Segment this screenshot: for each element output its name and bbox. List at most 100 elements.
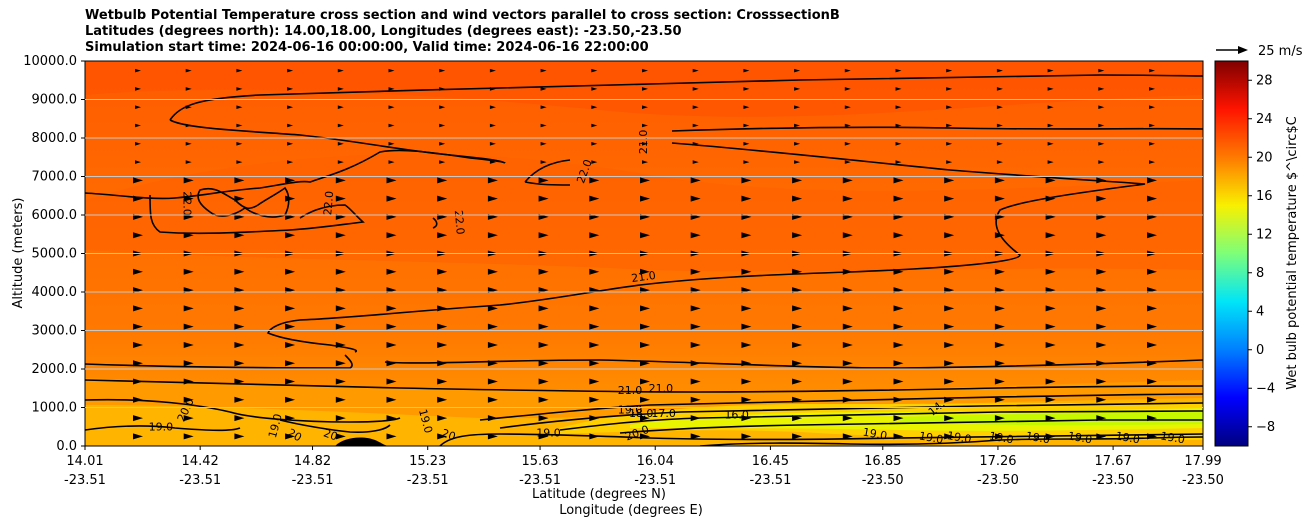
wind-vector <box>335 396 346 403</box>
wind-vector <box>135 160 141 164</box>
wind-vector <box>386 268 397 275</box>
wind-vector <box>285 360 296 367</box>
x-tick-label-lat: 16.04 <box>637 454 674 469</box>
wind-vector <box>1096 305 1107 312</box>
wind-vector <box>794 105 801 109</box>
wind-vector <box>335 433 346 440</box>
wind-vector <box>692 123 699 128</box>
contour-label: 17.0 <box>651 407 676 420</box>
x-axis-label-latitude: Latitude (degrees N) <box>532 487 666 502</box>
wind-vector <box>437 433 448 440</box>
wind-vector <box>540 123 547 128</box>
wind-vector <box>1147 323 1157 330</box>
wind-vector <box>386 195 397 202</box>
wind-vector <box>285 378 296 385</box>
wind-vector <box>741 396 752 403</box>
wind-vector <box>591 123 598 128</box>
colorbar <box>1214 60 1249 447</box>
wind-vector <box>538 360 549 367</box>
wind-vector <box>1045 378 1056 385</box>
wind-vector <box>236 123 243 128</box>
wind-vector <box>893 232 904 239</box>
wind-vector <box>944 195 955 202</box>
wind-vector <box>1147 341 1157 348</box>
contour-label: 21.0 <box>637 130 650 155</box>
contour-19-left-low <box>85 425 241 432</box>
contour-22-small <box>432 217 438 229</box>
wind-vector <box>236 68 243 73</box>
contour-label: 19.0 <box>918 429 944 446</box>
wind-vector <box>1147 305 1157 312</box>
wind-vector <box>743 105 750 109</box>
wind-vector <box>842 433 853 440</box>
wind-vector <box>792 305 803 312</box>
contour-label: 20 <box>322 427 340 444</box>
wind-vector <box>386 232 397 239</box>
wind-vector <box>792 323 803 330</box>
wind-vector <box>589 268 600 275</box>
wind-vector <box>1096 323 1107 330</box>
wind-vector <box>489 141 496 146</box>
wind-vector <box>792 177 803 184</box>
wind-vector <box>133 232 143 239</box>
wind-key-arrowhead-icon <box>1238 46 1248 54</box>
wind-vector <box>994 305 1005 312</box>
contour-label: 19.0 <box>266 412 285 439</box>
wind-vector <box>844 105 851 109</box>
wind-vector <box>489 68 496 73</box>
wind-vector <box>236 160 243 164</box>
wind-vector <box>538 305 549 312</box>
wind-vector <box>538 232 549 239</box>
x-tick-label-lon: -23.51 <box>407 473 449 488</box>
wind-vector <box>743 123 750 128</box>
wind-vector <box>234 177 245 184</box>
title-line-2: Latitudes (degrees north): 14.00,18.00, … <box>85 24 682 39</box>
wind-vector <box>540 105 547 109</box>
wind-vector <box>690 341 701 348</box>
contour-19-bottom <box>699 436 1203 446</box>
wind-vector <box>487 323 498 330</box>
wind-vector <box>285 341 296 348</box>
contour-21-low <box>85 354 353 369</box>
wind-vector <box>487 305 498 312</box>
wind-vector <box>690 323 701 330</box>
wind-vector <box>741 378 752 385</box>
contour-18-band <box>479 393 1203 421</box>
wind-vector <box>741 433 752 440</box>
wind-vectors <box>133 68 1157 440</box>
colorbar-tick-label: 8 <box>1256 266 1264 281</box>
wind-vector <box>1096 341 1107 348</box>
wind-vector <box>234 360 245 367</box>
wind-vector <box>743 160 750 164</box>
wind-vector <box>335 268 346 275</box>
wind-vector <box>234 232 245 239</box>
wind-vector <box>589 232 600 239</box>
wind-vector <box>1147 177 1157 184</box>
wind-vector <box>386 396 397 403</box>
y-tick-label: 10000.0 <box>23 54 77 69</box>
contour-label: 19.0 <box>1115 429 1141 446</box>
wind-vector <box>437 378 448 385</box>
colorbar-tick-label: 20 <box>1256 150 1273 165</box>
wind-vector <box>487 177 498 184</box>
wind-vector <box>234 305 245 312</box>
contour-20 <box>85 379 1203 393</box>
wind-vector <box>133 305 143 312</box>
wind-vector <box>743 68 750 73</box>
terrain <box>335 437 390 446</box>
wind-vector <box>946 123 953 128</box>
wind-vector <box>437 177 448 184</box>
wind-vector <box>1149 141 1155 146</box>
wind-vector <box>944 305 955 312</box>
wind-vector <box>642 160 648 164</box>
wind-vector <box>996 160 1003 164</box>
wind-vector <box>842 232 853 239</box>
wind-vector <box>996 68 1003 73</box>
wind-vector <box>895 105 902 109</box>
wind-vector <box>135 87 141 91</box>
wind-vector <box>741 268 752 275</box>
wind-vector <box>487 268 498 275</box>
x-tick-label-lat: 14.01 <box>66 454 103 469</box>
wind-vector <box>183 415 194 422</box>
contour-label: 19.0 <box>1160 429 1186 446</box>
